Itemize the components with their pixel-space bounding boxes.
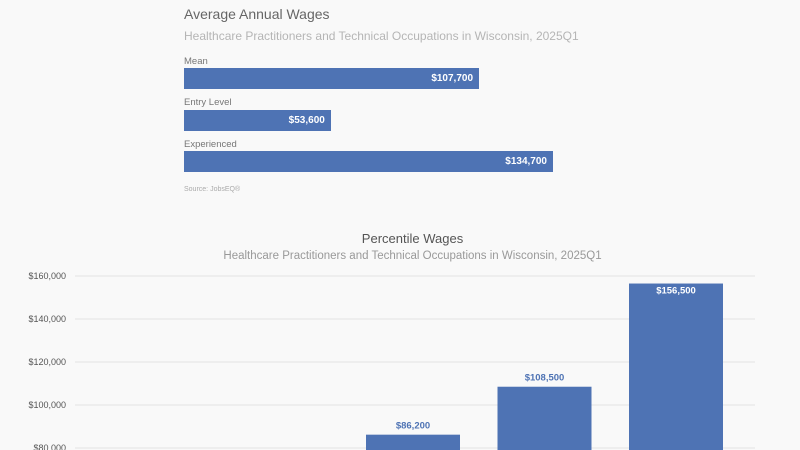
y-tick-label: $100,000	[28, 400, 66, 410]
bar-label-mean: Mean	[184, 56, 208, 67]
data-label-experienced: $134,700	[505, 156, 547, 167]
avg-wages-subtitle: Healthcare Practitioners and Technical O…	[184, 29, 579, 43]
percentile-bar	[366, 434, 460, 450]
y-tick-label: $120,000	[28, 357, 66, 367]
y-tick-label: $80,000	[33, 443, 66, 450]
bar-label-experienced: Experienced	[184, 139, 237, 150]
bar-mean: $107,700	[184, 68, 480, 89]
y-tick-label: $140,000	[28, 314, 66, 324]
bar-experienced: $134,700	[184, 151, 553, 172]
percentile-bar	[497, 386, 592, 450]
bar-entry-level: $53,600	[184, 110, 331, 131]
data-label-entry-level: $53,600	[288, 115, 325, 126]
bar-data-label: $86,200	[396, 421, 430, 432]
bar-data-label: $156,500	[656, 286, 696, 297]
avg-wages-title: Average Annual Wages	[184, 6, 330, 22]
percentile-subtitle: Healthcare Practitioners and Technical O…	[223, 250, 602, 262]
bar-label-entry-level: Entry Level	[184, 97, 232, 108]
percentile-bar	[629, 283, 723, 450]
y-tick-label: $160,000	[28, 271, 66, 281]
bar-data-label: $108,500	[525, 373, 565, 384]
percentile-title: Percentile Wages	[361, 231, 464, 246]
data-label-mean: $107,700	[431, 73, 474, 84]
source-note: Source: JobsEQ®	[184, 186, 241, 193]
